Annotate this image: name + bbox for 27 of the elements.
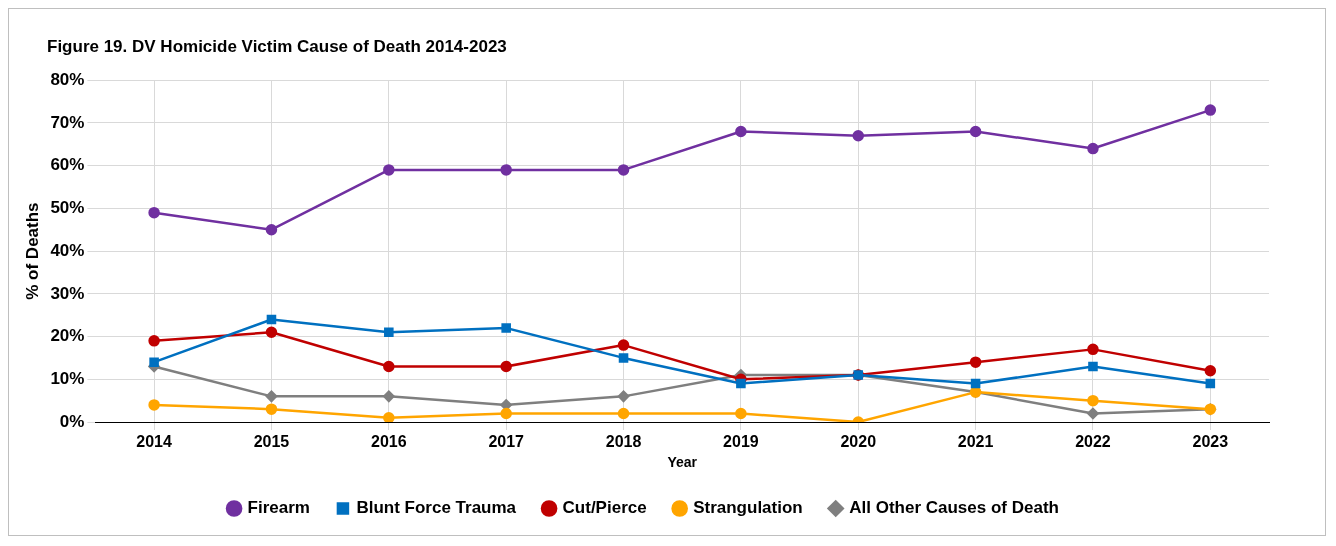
y-axis-title: % of Deaths [22,202,42,300]
y-tick-label: 20% [50,326,85,346]
x-tick-label: 2021 [957,433,994,451]
legend-label: Firearm [247,498,310,518]
y-tick-label: 50% [50,198,85,218]
y-tick-label: 40% [50,240,85,260]
x-tick-label: 2014 [136,433,172,451]
chart-title: Figure 19. DV Homicide Victim Cause of Death 2014-2023 [46,36,508,58]
x-tick-label: 2023 [1192,433,1229,451]
y-tick-label: 0% [59,411,85,431]
x-tick-label: 2019 [723,433,759,451]
x-axis-title: Year [667,454,698,471]
y-tick-label: 60% [50,155,85,175]
x-tick-label: 2015 [253,433,290,451]
y-tick-label: 70% [50,112,85,132]
x-tick-label: 2016 [371,433,407,451]
x-tick-label: 2020 [840,433,877,451]
x-tick-label: 2017 [488,433,525,451]
x-tick-label: 2022 [1075,433,1111,451]
y-tick-label: 10% [50,368,85,388]
x-tick-label: 2018 [605,433,642,451]
y-tick-label: 30% [50,283,85,303]
legend-label: Blunt Force Trauma [356,498,517,518]
legend-label: Strangulation [693,498,803,518]
y-tick-label: 80% [50,69,85,89]
legend-label: Cut/Pierce [562,498,647,518]
legend-label: All Other Causes of Death [849,498,1059,518]
